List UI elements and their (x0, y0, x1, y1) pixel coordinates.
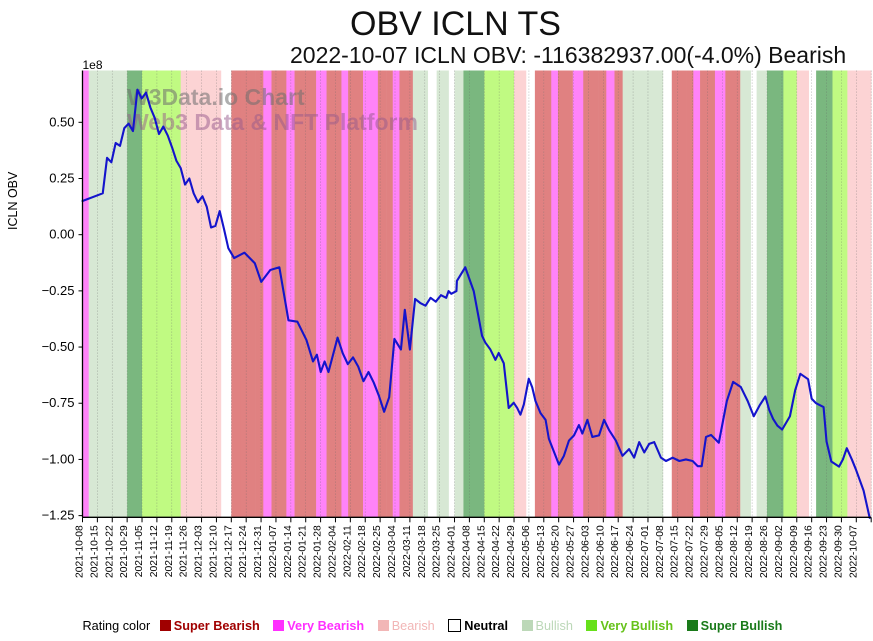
svg-text:2022-03-18: 2022-03-18 (417, 525, 428, 578)
svg-text:2022-08-19: 2022-08-19 (744, 525, 755, 578)
svg-text:0.50: 0.50 (49, 114, 74, 129)
svg-text:2022-06-17: 2022-06-17 (610, 525, 621, 578)
svg-text:2021-11-26: 2021-11-26 (179, 525, 190, 577)
svg-text:2022-02-04: 2022-02-04 (327, 525, 338, 578)
svg-text:2022-05-27: 2022-05-27 (566, 525, 577, 578)
svg-text:2022-04-29: 2022-04-29 (506, 525, 517, 578)
svg-text:2022-03-04: 2022-03-04 (387, 525, 398, 578)
svg-text:2022-03-25: 2022-03-25 (432, 525, 443, 578)
svg-text:W3Data.io Chart: W3Data.io Chart (127, 84, 305, 110)
svg-text:2022-05-13: 2022-05-13 (536, 525, 547, 578)
svg-text:2022-06-10: 2022-06-10 (595, 525, 606, 578)
svg-text:2022-03-11: 2022-03-11 (402, 525, 413, 577)
svg-text:2022-09-02: 2022-09-02 (774, 525, 785, 578)
svg-text:2022-08-05: 2022-08-05 (714, 525, 725, 578)
svg-text:2022-01-21: 2022-01-21 (298, 525, 309, 578)
svg-text:2021-11-12: 2021-11-12 (149, 525, 160, 577)
svg-text:2022-09-16: 2022-09-16 (804, 525, 815, 578)
svg-text:Web3 Data & NFT Platform: Web3 Data & NFT Platform (127, 109, 418, 135)
svg-text:2021-11-05: 2021-11-05 (134, 525, 145, 577)
svg-text:−0.25: −0.25 (42, 283, 75, 298)
svg-text:2021-12-31: 2021-12-31 (253, 525, 264, 578)
svg-text:2022-07-08: 2022-07-08 (655, 525, 666, 578)
svg-text:2022-07-22: 2022-07-22 (685, 525, 696, 578)
svg-text:2022-09-09: 2022-09-09 (789, 525, 800, 578)
svg-text:2022-09-23: 2022-09-23 (819, 525, 830, 578)
svg-text:2022-08-26: 2022-08-26 (759, 525, 770, 578)
svg-text:2021-12-17: 2021-12-17 (223, 525, 234, 578)
svg-text:2022-10-07: 2022-10-07 (848, 525, 859, 578)
svg-text:2022-02-25: 2022-02-25 (372, 525, 383, 578)
svg-text:0.25: 0.25 (49, 171, 74, 186)
svg-text:2022-07-01: 2022-07-01 (640, 525, 651, 578)
svg-text:0.00: 0.00 (49, 227, 74, 242)
svg-text:2022-05-20: 2022-05-20 (551, 525, 562, 578)
svg-text:2022-08-12: 2022-08-12 (729, 525, 740, 578)
svg-text:2022-02-18: 2022-02-18 (357, 525, 368, 578)
svg-text:2022-04-08: 2022-04-08 (461, 525, 472, 578)
svg-text:2021-12-24: 2021-12-24 (238, 525, 249, 578)
svg-text:2021-12-10: 2021-12-10 (208, 525, 219, 578)
svg-text:2022-04-22: 2022-04-22 (491, 525, 502, 578)
svg-text:2022-07-29: 2022-07-29 (699, 525, 710, 578)
svg-text:2022-06-03: 2022-06-03 (580, 525, 591, 578)
svg-text:2022-01-28: 2022-01-28 (313, 525, 324, 578)
svg-text:2021-10-15: 2021-10-15 (89, 525, 100, 578)
svg-text:2021-10-29: 2021-10-29 (119, 525, 130, 578)
svg-text:2022-05-06: 2022-05-06 (521, 525, 532, 578)
svg-text:−0.75: −0.75 (42, 395, 75, 410)
svg-text:2022-01-07: 2022-01-07 (268, 525, 279, 578)
svg-text:2022-02-11: 2022-02-11 (342, 525, 353, 577)
svg-text:2021-10-08: 2021-10-08 (75, 525, 86, 578)
svg-text:2021-10-22: 2021-10-22 (104, 525, 115, 578)
svg-text:2022-09-30: 2022-09-30 (833, 525, 844, 578)
svg-text:2022-04-01: 2022-04-01 (447, 525, 458, 578)
svg-text:−0.50: −0.50 (42, 339, 75, 354)
svg-text:−1.00: −1.00 (42, 451, 75, 466)
svg-text:2022-04-15: 2022-04-15 (476, 525, 487, 578)
svg-text:2022-01-14: 2022-01-14 (283, 525, 294, 578)
svg-text:2021-12-03: 2021-12-03 (194, 525, 205, 578)
svg-text:2022-07-15: 2022-07-15 (670, 525, 681, 578)
svg-text:2021-11-19: 2021-11-19 (164, 525, 175, 577)
svg-text:2022-06-24: 2022-06-24 (625, 525, 636, 578)
svg-text:−1.25: −1.25 (42, 508, 75, 523)
